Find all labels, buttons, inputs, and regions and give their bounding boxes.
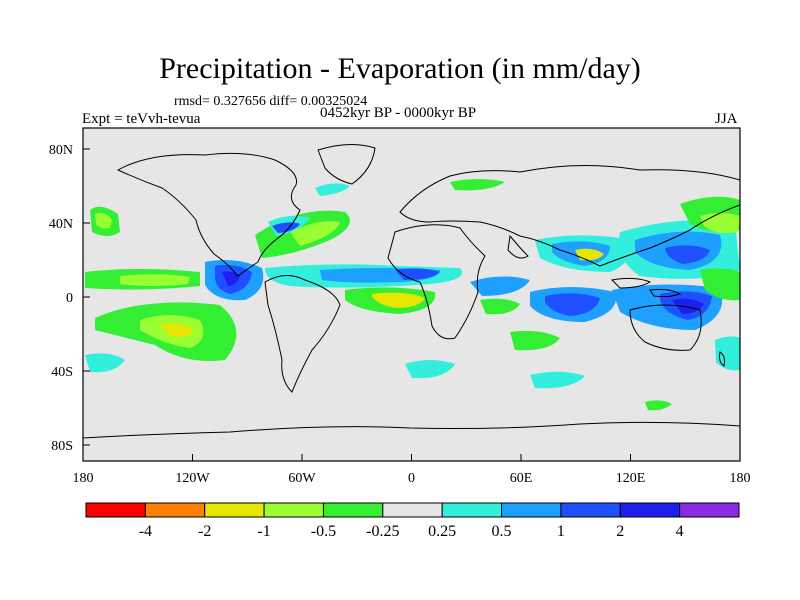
season-label: JJA (715, 111, 738, 127)
colorbar-swatch (85, 502, 146, 518)
plot-title: Precipitation - Evaporation (in mm/day) (159, 52, 641, 85)
colorbar-swatch (679, 502, 740, 518)
colorbar-label: -2 (198, 523, 211, 540)
colorbar-swatch (560, 502, 621, 518)
colorbar-label: -0.25 (366, 523, 399, 540)
colorbar-swatch (144, 502, 206, 518)
y-axis (83, 148, 90, 446)
y-tick-label: 40N (49, 217, 73, 232)
colorbar-swatch (382, 502, 443, 518)
colorbar-label: 0.25 (428, 523, 456, 540)
x-axis (82, 454, 741, 461)
colorbar-label: 4 (676, 523, 684, 540)
anomaly-field (85, 179, 740, 411)
colorbar-swatch (441, 502, 503, 518)
x-tick-label: 60E (510, 471, 533, 486)
colorbar-label: 2 (616, 523, 624, 540)
colorbar-label: 0.5 (492, 523, 512, 540)
y-tick-label: 40S (51, 365, 73, 380)
y-tick-label: 0 (66, 291, 73, 306)
colorbar-swatch (501, 502, 562, 518)
x-tick-label: 180 (73, 471, 94, 486)
x-tick-label: 0 (408, 471, 415, 486)
colorbar-label: -4 (139, 523, 152, 540)
colorbar: -4 -2 -1 -0.5 -0.25 0.25 0.5 1 2 4 (85, 502, 740, 540)
x-tick-label: 60W (288, 471, 316, 486)
x-tick-label: 180 (730, 471, 751, 486)
colorbar-swatch (322, 502, 384, 518)
period-label: 0452kyr BP - 0000kyr BP (320, 105, 477, 121)
colorbar-swatch (204, 502, 265, 518)
y-tick-label: 80S (51, 439, 73, 454)
x-tick-label: 120W (175, 471, 210, 486)
y-tick-label: 80N (49, 143, 73, 158)
x-tick-label: 120E (616, 471, 646, 486)
colorbar-label: -1 (257, 523, 270, 540)
colorbar-label: 1 (557, 523, 565, 540)
colorbar-swatch (263, 502, 324, 518)
coastlines (83, 144, 740, 439)
experiment-label: Expt = teVvh-tevua (82, 111, 201, 127)
colorbar-label: -0.5 (311, 523, 336, 540)
colorbar-swatch (619, 502, 681, 518)
stats-text: rmsd= 0.327656 diff= 0.00325024 (174, 94, 368, 109)
